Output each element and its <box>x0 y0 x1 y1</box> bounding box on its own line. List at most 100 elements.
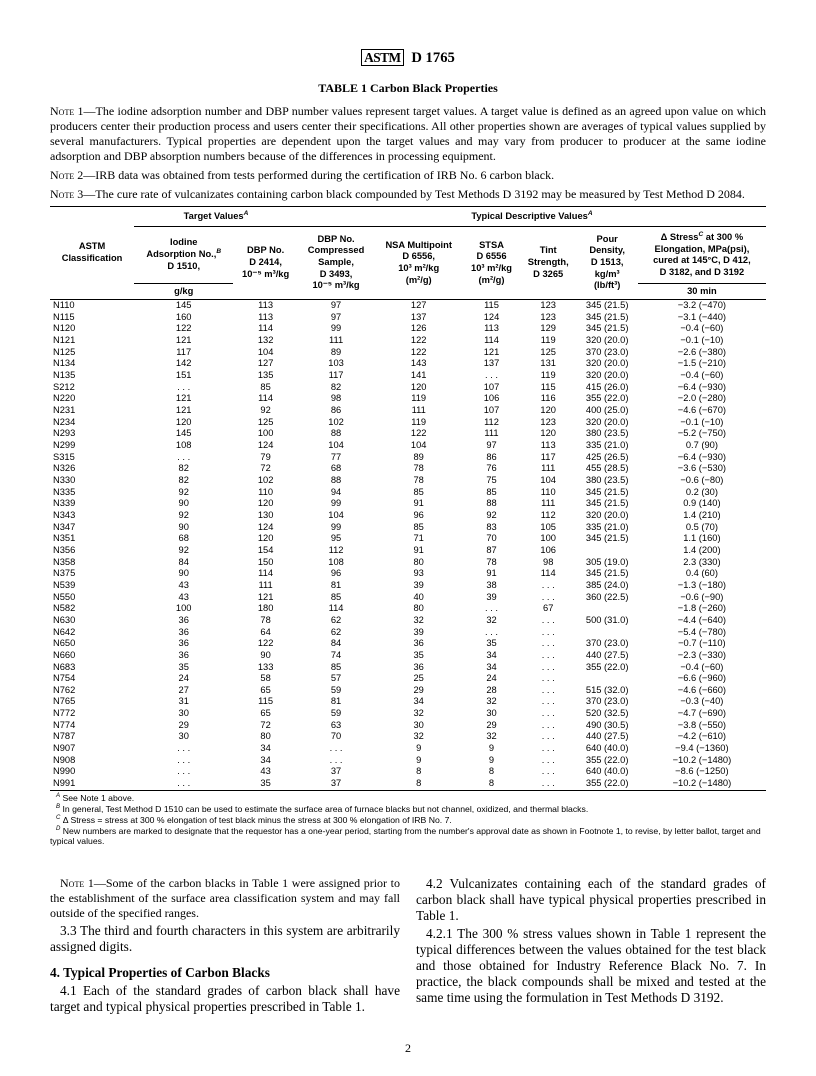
table-cell: 81 <box>298 696 374 708</box>
table-cell: 39 <box>374 627 463 639</box>
note3: Note 3—The cure rate of vulcanizates con… <box>50 187 766 202</box>
section-4-heading: 4. Typical Properties of Carbon Blacks <box>50 965 400 981</box>
table-row: N58210018011480. . .67−1.8 (−260) <box>50 603 766 615</box>
table-cell: . . . <box>520 778 577 790</box>
table-cell: N765 <box>50 696 134 708</box>
body-columns: Note 1—Some of the carbon blacks in Tabl… <box>50 876 766 1015</box>
table-row: N76531115813432. . .370 (23.0)−0.3 (−40) <box>50 696 766 708</box>
table-cell: 88 <box>298 475 374 487</box>
table-row: N135151135117141. . .119320 (20.0)−0.4 (… <box>50 370 766 382</box>
table-row: N121121132111122114119320 (20.0)−0.1 (−1… <box>50 335 766 347</box>
table-cell: 82 <box>134 463 233 475</box>
table-cell: 89 <box>298 347 374 359</box>
table-cell: 145 <box>134 300 233 312</box>
body-note1: Note 1—Some of the carbon blacks in Tabl… <box>50 876 400 921</box>
table-cell: 127 <box>374 300 463 312</box>
table-cell: 355 (22.0) <box>577 755 638 767</box>
note1: Note 1—The iodine adsorption number and … <box>50 104 766 164</box>
table-cell: 142 <box>134 358 233 370</box>
table-cell: 28 <box>463 685 520 697</box>
table-cell: 80 <box>233 731 298 743</box>
table-cell: 124 <box>233 440 298 452</box>
table-cell: 125 <box>233 417 298 429</box>
table-cell: 9 <box>374 743 463 755</box>
table-cell: −0.4 (−60) <box>638 370 766 382</box>
table-cell: 122 <box>374 335 463 347</box>
table-row: S212. . .8582120107115415 (26.0)−6.4 (−9… <box>50 382 766 394</box>
table-cell: 115 <box>463 300 520 312</box>
table-cell: 96 <box>298 568 374 580</box>
col-nsa: NSA MultipointD 6556,10³ m²/kg(m²/g) <box>374 226 463 299</box>
table-body: N11014511397127115123345 (21.5)−3.2 (−47… <box>50 300 766 791</box>
table-row: N35884150108807898305 (19.0)2.3 (330) <box>50 557 766 569</box>
table-cell: 100 <box>233 428 298 440</box>
table-cell: 113 <box>233 312 298 324</box>
table-cell: 85 <box>374 487 463 499</box>
table-row: N11516011397137124123345 (21.5)−3.1 (−44… <box>50 312 766 324</box>
table-cell: N683 <box>50 662 134 674</box>
table-cell: 121 <box>134 405 233 417</box>
table-cell: 34 <box>374 696 463 708</box>
table-cell: −2.0 (−280) <box>638 393 766 405</box>
table-cell <box>577 545 638 557</box>
table-cell: 116 <box>520 393 577 405</box>
table-cell: 114 <box>233 568 298 580</box>
table-cell: 59 <box>298 685 374 697</box>
table-cell: 35 <box>374 650 463 662</box>
table-row: N55043121854039. . .360 (22.5)−0.6 (−90) <box>50 592 766 604</box>
table-row: N12511710489122121125370 (23.0)−2.6 (−38… <box>50 347 766 359</box>
table-cell: 35 <box>233 778 298 790</box>
table-cell: N375 <box>50 568 134 580</box>
table-cell: 400 (25.0) <box>577 405 638 417</box>
note2: Note 2—IRB data was obtained from tests … <box>50 168 766 183</box>
table-cell: −3.1 (−440) <box>638 312 766 324</box>
table-cell: . . . <box>463 603 520 615</box>
table-cell: 425 (26.5) <box>577 452 638 464</box>
table-cell: 515 (32.0) <box>577 685 638 697</box>
table-cell: N907 <box>50 743 134 755</box>
table-cell: −4.6 (−660) <box>638 685 766 697</box>
table-cell: N299 <box>50 440 134 452</box>
table-cell: 86 <box>463 452 520 464</box>
table-cell: −4.4 (−640) <box>638 615 766 627</box>
table-cell: 440 (27.5) <box>577 650 638 662</box>
table-row: N12012211499126113129345 (21.5)−0.4 (−60… <box>50 323 766 335</box>
table-cell: N550 <box>50 592 134 604</box>
table-cell: 370 (23.0) <box>577 638 638 650</box>
table-cell: 104 <box>298 440 374 452</box>
table-row: N65036122843635. . .370 (23.0)−0.7 (−110… <box>50 638 766 650</box>
table-cell: N231 <box>50 405 134 417</box>
col-stsa: STSAD 655610³ m²/kg(m²/g) <box>463 226 520 299</box>
table-cell: 120 <box>374 382 463 394</box>
table-cell: 88 <box>463 498 520 510</box>
table-cell: 102 <box>298 417 374 429</box>
table-cell: 36 <box>134 638 233 650</box>
table-cell: 34 <box>233 743 298 755</box>
table-cell: 8 <box>374 778 463 790</box>
table-cell: . . . <box>298 743 374 755</box>
table-cell: 1.4 (200) <box>638 545 766 557</box>
table-cell: −8.6 (−1250) <box>638 766 766 778</box>
table-cell: 82 <box>298 382 374 394</box>
table-cell <box>577 603 638 615</box>
table-cell: 8 <box>463 778 520 790</box>
table-cell: 58 <box>233 673 298 685</box>
table-cell: 99 <box>298 498 374 510</box>
table-cell: 100 <box>134 603 233 615</box>
table-cell: N335 <box>50 487 134 499</box>
table-cell: N990 <box>50 766 134 778</box>
table-cell <box>577 627 638 639</box>
table-cell: 24 <box>463 673 520 685</box>
table-cell: 2.3 (330) <box>638 557 766 569</box>
table-cell: 93 <box>374 568 463 580</box>
table-cell: . . . <box>520 673 577 685</box>
table-cell: −0.6 (−80) <box>638 475 766 487</box>
table-cell: 345 (21.5) <box>577 312 638 324</box>
table-cell: 107 <box>463 382 520 394</box>
table-cell: −10.2 (−1480) <box>638 778 766 790</box>
table-cell: 112 <box>298 545 374 557</box>
table-cell: −6.4 (−930) <box>638 452 766 464</box>
table-cell: N630 <box>50 615 134 627</box>
table-cell: S212 <box>50 382 134 394</box>
table-cell: 85 <box>463 487 520 499</box>
